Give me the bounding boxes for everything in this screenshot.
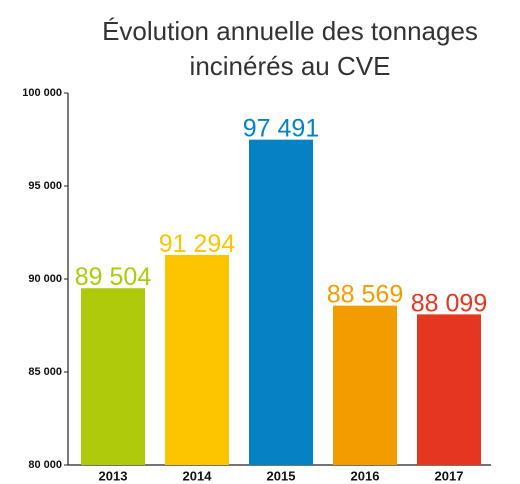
y-tick-label: 95 000	[28, 180, 62, 192]
bar	[333, 305, 397, 465]
x-tick-label: 2015	[267, 468, 296, 483]
value-label: 88 099	[411, 289, 487, 317]
bar	[165, 254, 229, 465]
x-tick-label: 2016	[351, 468, 380, 483]
value-label: 97 491	[243, 115, 319, 143]
x-tick-label: 2014	[183, 468, 213, 483]
y-tick-label: 100 000	[22, 87, 62, 99]
y-tick-label: 85 000	[28, 366, 62, 378]
chart-title: incinérés au CVE	[190, 51, 391, 81]
value-label: 91 294	[159, 230, 236, 258]
x-tick-label: 2017	[435, 468, 464, 483]
bar	[249, 139, 313, 465]
y-tick-label: 90 000	[28, 273, 62, 285]
y-tick-label: 80 000	[28, 459, 62, 471]
value-label: 89 504	[75, 263, 152, 291]
x-tick-label: 2013	[99, 468, 128, 483]
bar	[417, 314, 481, 465]
value-label: 88 569	[327, 281, 403, 309]
chart-title: Évolution annuelle des tonnages	[102, 16, 478, 46]
bar	[81, 288, 145, 465]
